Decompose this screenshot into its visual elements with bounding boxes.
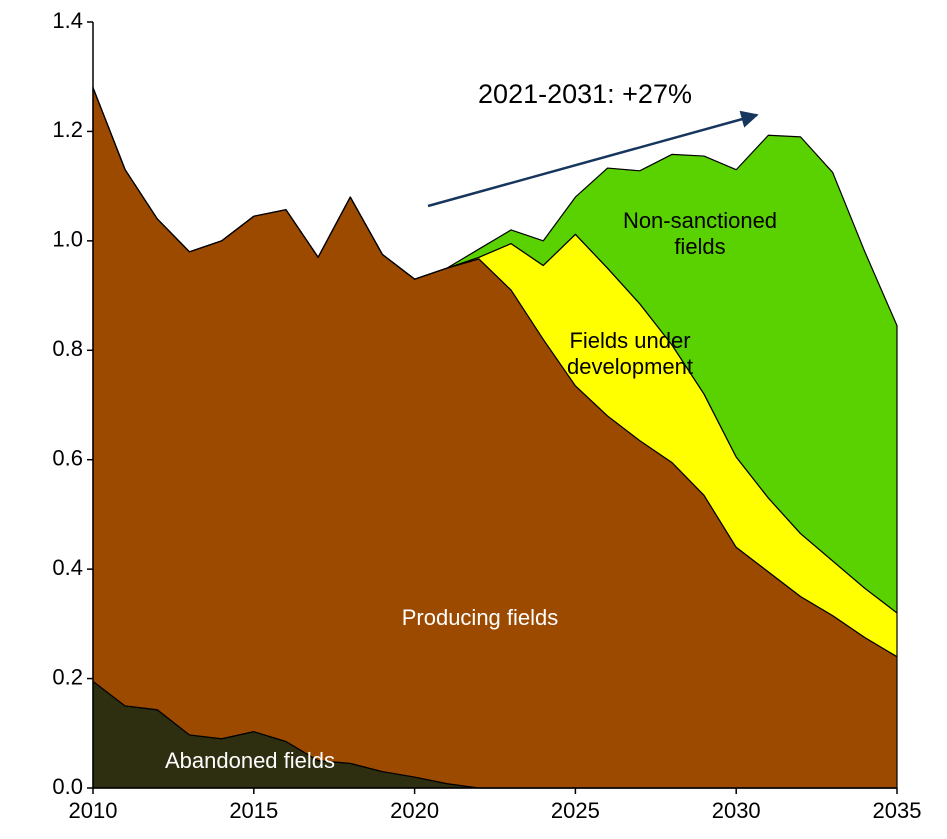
annotation-arrow (427, 110, 759, 208)
x-tick-label: 2035 (873, 798, 922, 823)
area (92, 87, 898, 614)
y-tick-label: 0.6 (52, 446, 83, 471)
series-label: Abandoned fields (164, 748, 336, 773)
y-tick-label: 1.0 (52, 227, 83, 252)
y-tick-label: 0.8 (52, 336, 83, 361)
y-tick-label: 0.0 (52, 774, 83, 799)
x-tick-label: 2020 (390, 798, 439, 823)
y-tick-label: 1.4 (52, 8, 83, 33)
y-tick-label: 1.2 (52, 117, 83, 142)
x-tick-label: 2015 (229, 798, 278, 823)
annotation: 2021-2031: +27% (478, 79, 692, 109)
x-tick-label: 2030 (712, 798, 761, 823)
y-tick-label: 0.4 (52, 555, 83, 580)
series-label: Producing fields (401, 605, 559, 630)
x-tick-label: 2025 (551, 798, 600, 823)
series-label: Fields under development (567, 328, 693, 379)
y-tick-label: 0.2 (52, 664, 83, 689)
x-tick-label: 2010 (69, 798, 118, 823)
series-label: Non-sanctioned fields (622, 208, 778, 259)
